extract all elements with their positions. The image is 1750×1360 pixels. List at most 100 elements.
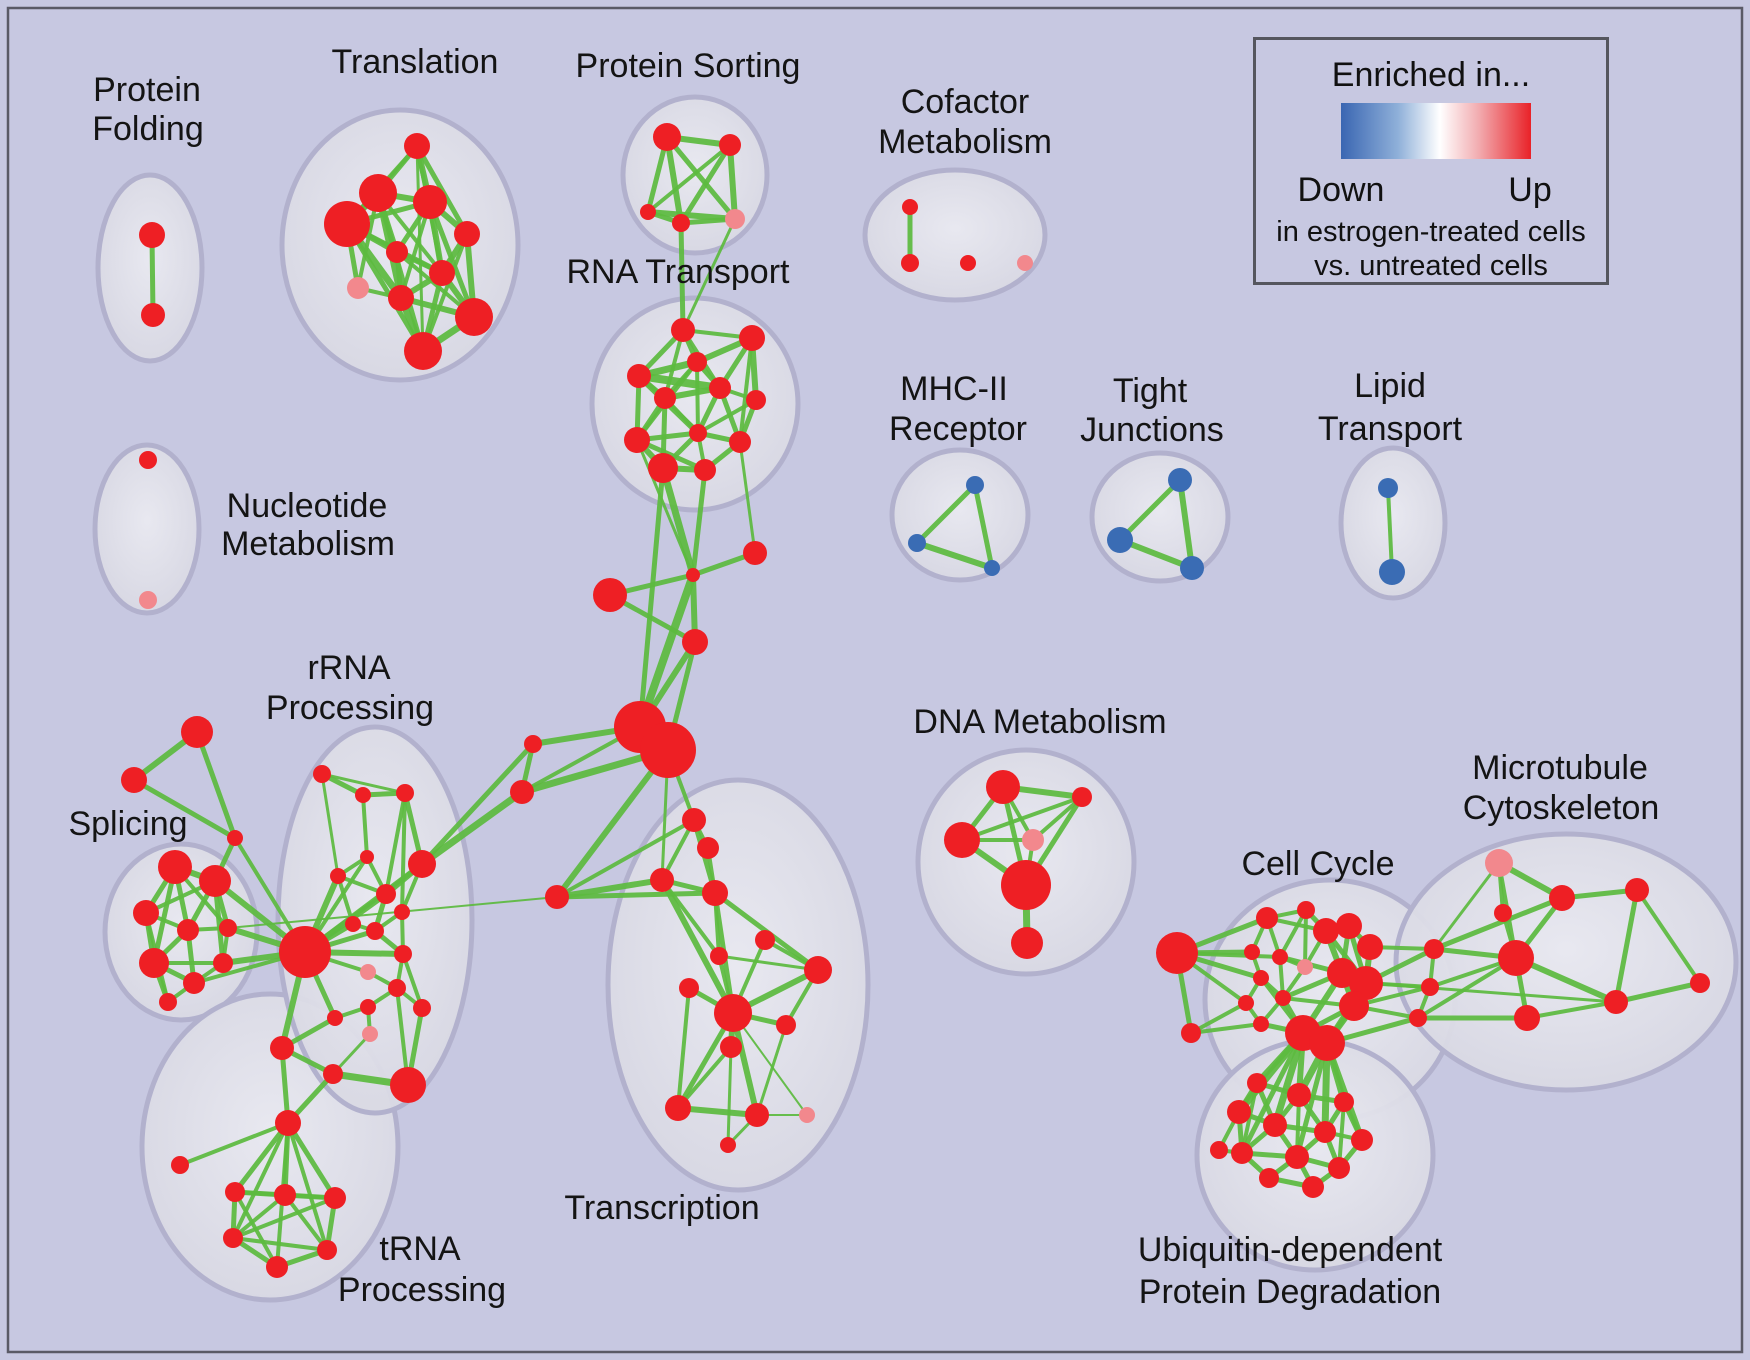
gene-set-node <box>1313 918 1339 944</box>
gene-set-node <box>1231 1142 1253 1164</box>
gene-set-node <box>323 1064 343 1084</box>
gene-set-node <box>270 1036 294 1060</box>
gene-set-node <box>313 765 331 783</box>
gene-set-node <box>593 578 627 612</box>
overlap-edge <box>1386 486 1394 574</box>
overlap-edge <box>678 142 733 226</box>
overlap-edge <box>681 217 737 332</box>
overlap-edge <box>1189 1001 1248 1035</box>
overlap-edge <box>1189 1022 1263 1035</box>
gene-set-node <box>1259 1168 1279 1188</box>
cluster-ellipse-3 <box>862 167 1048 303</box>
gene-set-node <box>624 427 650 453</box>
cluster-label: Cofactor <box>901 83 1030 121</box>
gene-set-node <box>799 1107 815 1123</box>
gene-set-node <box>1549 885 1575 911</box>
overlap-edge <box>1294 1040 1330 1160</box>
overlap-edge <box>336 874 355 926</box>
cluster-ellipse-12 <box>605 777 871 1193</box>
gene-set-node <box>1328 1157 1350 1179</box>
gene-set-node <box>524 735 542 753</box>
overlap-edge <box>232 1120 291 1195</box>
gene-set-node <box>159 993 177 1011</box>
overlap-edge <box>1613 980 1703 1005</box>
overlap-edge <box>1635 888 1702 985</box>
gene-set-node <box>1285 1145 1309 1169</box>
overlap-edge <box>231 1236 329 1252</box>
overlap-edge <box>149 232 156 318</box>
cluster-label: Folding <box>92 110 204 148</box>
gene-set-node <box>627 364 651 388</box>
overlap-edge <box>676 986 691 1110</box>
gene-set-node <box>908 534 926 552</box>
gene-set-node <box>139 948 169 978</box>
gene-set-node <box>671 318 695 342</box>
cluster-label: Processing <box>338 1271 506 1309</box>
overlap-edge <box>678 220 686 333</box>
gene-set-node <box>654 387 676 409</box>
overlap-edge <box>727 142 738 222</box>
gene-set-node <box>1011 927 1043 959</box>
cluster-label: Receptor <box>889 410 1027 448</box>
gene-set-node <box>121 767 147 793</box>
gene-set-node <box>345 916 361 932</box>
gene-set-node <box>139 591 157 609</box>
overlap-edge <box>914 482 978 546</box>
gene-set-node <box>171 1156 189 1174</box>
gene-set-node <box>1498 940 1534 976</box>
overlap-edge <box>738 336 754 444</box>
gene-set-node <box>139 451 157 469</box>
legend-title: Enriched in... <box>1331 56 1531 94</box>
gene-set-node <box>1275 990 1291 1006</box>
gene-set-node <box>376 884 396 904</box>
overlap-edge <box>646 143 732 214</box>
gene-set-node <box>1001 860 1051 910</box>
cluster-label: Metabolism <box>878 123 1052 161</box>
gene-set-node <box>1336 913 1362 939</box>
gene-set-node <box>697 837 719 859</box>
gene-set-node <box>986 770 1020 804</box>
gene-set-node <box>1180 556 1204 580</box>
gene-set-node <box>743 541 767 565</box>
cluster-label: Translation <box>332 43 499 81</box>
gene-set-node <box>510 780 534 804</box>
overlap-edge <box>178 1121 290 1167</box>
cluster-ellipse-5 <box>92 442 202 616</box>
gene-set-node <box>413 185 447 219</box>
cluster-ellipse-8 <box>1338 445 1448 601</box>
overlap-edge <box>1513 955 1619 1005</box>
overlap-edge <box>554 890 718 900</box>
overlap-edge <box>1525 1000 1618 1020</box>
overlap-edge <box>695 360 700 435</box>
gene-set-node <box>388 979 406 997</box>
overlap-edge <box>914 540 995 571</box>
overlap-edge <box>286 1121 329 1252</box>
overlap-edge <box>738 440 757 555</box>
overlap-edge <box>1239 1030 1306 1156</box>
gene-set-node <box>396 784 414 802</box>
gene-set-node <box>408 850 436 878</box>
overlap-edge <box>690 467 708 578</box>
cluster-label: tRNA <box>379 1230 461 1268</box>
gene-set-node <box>1424 939 1444 959</box>
gene-set-node <box>219 919 237 937</box>
overlap-edge <box>664 134 738 222</box>
overlap-edge <box>1416 956 1518 1020</box>
gene-set-node <box>1421 978 1439 996</box>
gene-set-node <box>682 808 706 832</box>
gene-set-node <box>545 885 569 909</box>
overlap-edge <box>231 1196 337 1240</box>
gene-set-node <box>720 1137 736 1153</box>
gene-set-node <box>725 209 745 229</box>
gene-set-node <box>317 1240 337 1260</box>
gene-set-node <box>729 431 751 453</box>
gene-set-node <box>324 1187 346 1209</box>
gene-set-node <box>362 1026 378 1042</box>
gene-set-node <box>1253 970 1269 986</box>
gene-set-node <box>355 787 371 803</box>
edges-layer <box>131 134 1703 1270</box>
gene-set-node <box>665 1095 691 1121</box>
overlap-edge <box>1613 887 1640 1005</box>
overlap-edge <box>400 791 407 914</box>
